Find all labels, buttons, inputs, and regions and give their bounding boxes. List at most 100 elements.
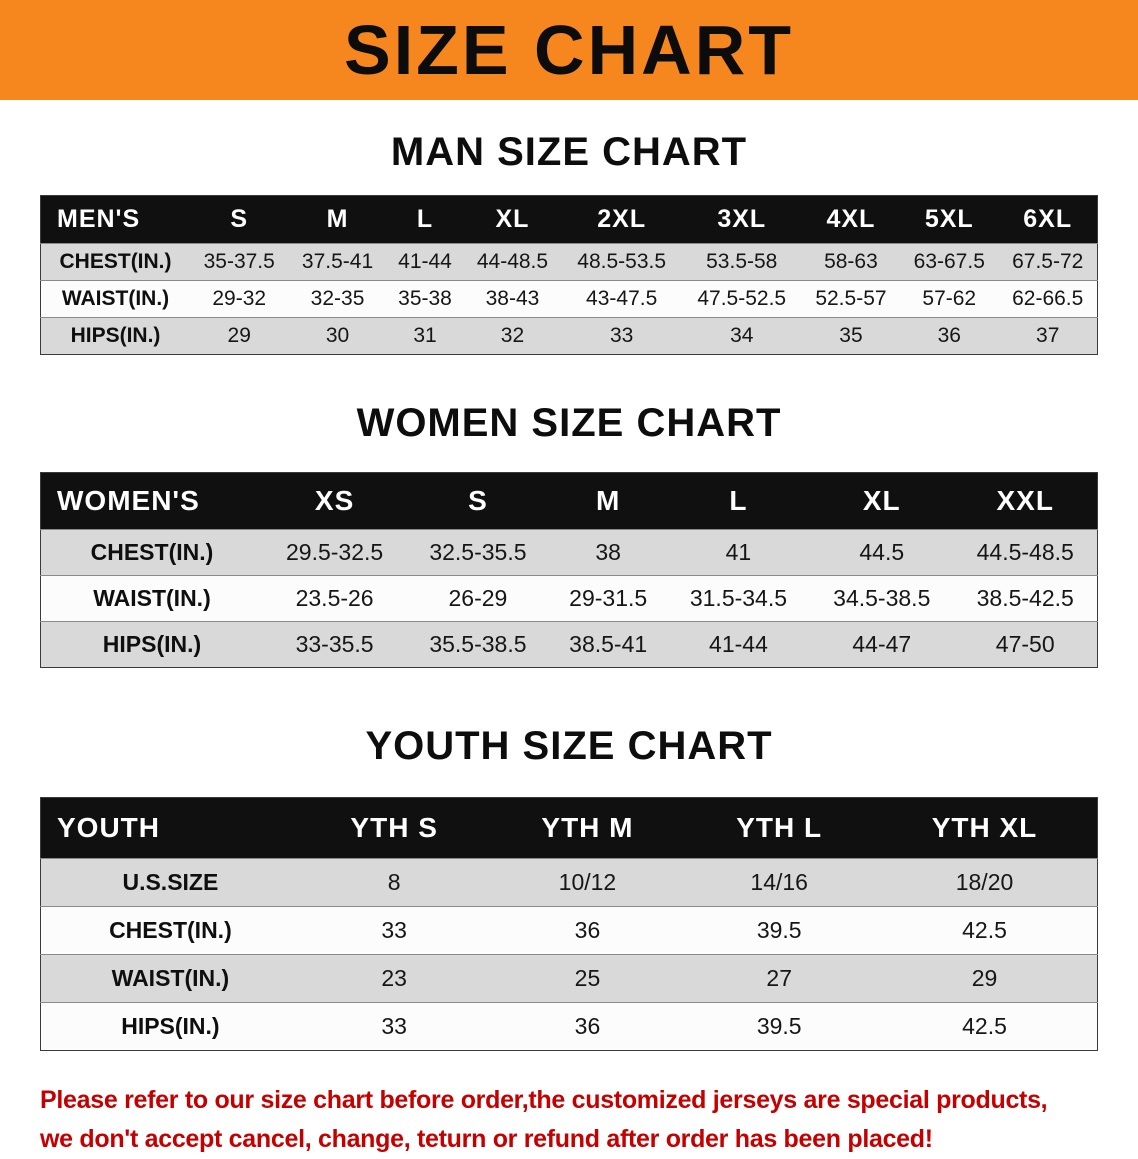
size-value-cell: 29.5-32.5 — [286, 539, 384, 565]
size-value-cell: 62-66.5 — [1012, 287, 1084, 310]
size-value-cell: 35 — [839, 324, 863, 347]
measurement-row: U.S.SIZE 8 10/12 14/16 18/20 — [40, 858, 1098, 907]
measurement-row-label: HIPS(IN.) — [102, 631, 202, 657]
table-group-label: MEN'S — [57, 205, 141, 233]
size-value-cell: 57-62 — [922, 287, 977, 310]
size-column-header: XXL — [996, 485, 1054, 516]
size-value-cell: 26-29 — [448, 585, 508, 611]
youth-section-heading: YOUTH SIZE CHART — [365, 724, 773, 768]
measurement-row-label: WAIST(IN.) — [61, 287, 170, 310]
disclaimer-line-2: we don't accept cancel, change, teturn o… — [40, 1124, 933, 1153]
size-value-cell: 29-31.5 — [569, 585, 648, 611]
disclaimer-text: Please refer to our size chart before or… — [40, 1081, 1138, 1159]
size-value-cell: 36 — [937, 324, 961, 347]
size-value-cell: 67.5-72 — [1012, 250, 1084, 273]
size-column-header: YTH S — [350, 812, 438, 843]
measurement-row-label: CHEST(IN.) — [59, 250, 172, 273]
size-value-cell: 47-50 — [995, 631, 1055, 657]
size-column-header: S — [230, 205, 249, 233]
size-value-cell: 38.5-41 — [569, 631, 648, 657]
size-value-cell: 37 — [1036, 324, 1060, 347]
measurement-row-label: CHEST(IN.) — [90, 539, 214, 565]
size-value-cell: 31.5-34.5 — [689, 585, 788, 611]
measurement-row-label: HIPS(IN.) — [70, 324, 161, 347]
size-column-header: XL — [495, 205, 530, 233]
measurement-row: HIPS(IN.) 33-35.5 35.5-38.5 38.5-41 41-44 44-… — [40, 621, 1098, 668]
size-value-cell: 37.5-41 — [301, 250, 374, 273]
size-column-header: 3XL — [717, 205, 767, 233]
measurement-row-label: U.S.SIZE — [122, 869, 219, 895]
size-value-cell: 42.5 — [962, 917, 1007, 943]
women-size-section: WOMEN SIZE CHART WOMEN'S XS S M L XL XXL CHEST(… — [0, 401, 1138, 668]
size-value-cell: 32-35 — [310, 287, 365, 310]
size-value-cell: 39.5 — [756, 1013, 802, 1039]
size-column-header: 4XL — [826, 205, 876, 233]
size-value-cell: 63-67.5 — [913, 250, 985, 273]
size-value-cell: 38.5-42.5 — [976, 585, 1074, 611]
measurement-row: CHEST(IN.) 35-37.5 37.5-41 41-44 44-48.5 48.5… — [40, 243, 1098, 281]
size-column-header: M — [326, 205, 349, 233]
size-table-header-row: YOUTH YTH S YTH M YTH L YTH XL — [40, 797, 1098, 859]
size-value-cell: 44.5 — [859, 539, 905, 565]
size-value-cell: 32.5-35.5 — [429, 539, 527, 565]
size-value-cell: 18/20 — [955, 869, 1014, 895]
women-section-heading: WOMEN SIZE CHART — [356, 401, 782, 445]
measurement-row: WAIST(IN.) 29-32 32-35 35-38 38-43 43-47.5 47.… — [40, 280, 1098, 318]
size-value-cell: 33 — [381, 1013, 407, 1039]
size-value-cell: 35-37.5 — [203, 250, 275, 273]
size-value-cell: 27 — [766, 965, 792, 991]
table-group-label: YOUTH — [57, 812, 160, 843]
size-column-header: XS — [314, 485, 355, 516]
size-value-cell: 34 — [730, 324, 754, 347]
size-value-cell: 36 — [574, 917, 601, 943]
size-value-cell: 44-47 — [852, 631, 912, 657]
size-value-cell: 41-44 — [398, 250, 452, 273]
size-column-header: YTH M — [541, 812, 634, 843]
men-size-table: MEN'S S M L XL 2XL 3XL 4XL 5XL 6XL CHEST(IN.) 35-37… — [40, 195, 1098, 355]
size-table-header-row: WOMEN'S XS S M L XL XXL — [40, 472, 1098, 530]
size-column-header: XL — [862, 485, 901, 516]
size-column-header: S — [468, 485, 488, 516]
size-column-header: 6XL — [1023, 205, 1073, 233]
size-column-header: L — [729, 485, 748, 516]
measurement-row-label: CHEST(IN.) — [109, 917, 232, 943]
size-value-cell: 47.5-52.5 — [697, 287, 787, 310]
size-value-cell: 30 — [325, 324, 350, 347]
size-value-cell: 32 — [500, 324, 525, 347]
disclaimer-line-1: Please refer to our size chart before or… — [40, 1086, 1048, 1114]
measurement-row: HIPS(IN.) 29 30 31 32 33 34 35 36 37 — [40, 317, 1098, 355]
size-value-cell: 44-48.5 — [476, 250, 549, 273]
size-column-header: 2XL — [597, 205, 647, 233]
size-value-cell: 10/12 — [558, 869, 617, 895]
measurement-row: WAIST(IN.) 23.5-26 26-29 29-31.5 31.5-34.5 34… — [40, 575, 1098, 622]
size-value-cell: 14/16 — [750, 869, 808, 895]
size-column-header: M — [596, 485, 621, 516]
size-value-cell: 23 — [381, 965, 407, 991]
size-value-cell: 41-44 — [709, 631, 768, 657]
size-chart-banner: SIZE CHART — [0, 0, 1138, 100]
size-column-header: 5XL — [924, 205, 974, 233]
measurement-row: CHEST(IN.) 33 36 39.5 42.5 — [40, 906, 1098, 955]
size-value-cell: 42.5 — [962, 1013, 1007, 1039]
size-value-cell: 8 — [387, 869, 401, 895]
size-value-cell: 33 — [381, 917, 407, 943]
size-value-cell: 39.5 — [756, 917, 802, 943]
size-value-cell: 36 — [574, 1013, 601, 1039]
size-value-cell: 34.5-38.5 — [833, 585, 931, 611]
size-value-cell: 38 — [595, 539, 621, 565]
size-value-cell: 23.5-26 — [295, 585, 374, 611]
size-column-header: YTH XL — [931, 812, 1038, 843]
size-value-cell: 38-43 — [485, 287, 540, 310]
men-size-section: MAN SIZE CHART MEN'S S M L XL 2XL 3XL 4XL 5XL 6XL… — [0, 130, 1138, 355]
measurement-row-label: WAIST(IN.) — [93, 585, 211, 611]
size-value-cell: 29 — [227, 324, 251, 347]
size-value-cell: 41 — [725, 539, 752, 565]
measurement-row-label: WAIST(IN.) — [111, 965, 230, 991]
size-column-header: YTH L — [736, 812, 823, 843]
size-value-cell: 58-63 — [824, 250, 878, 273]
size-value-cell: 35.5-38.5 — [429, 631, 527, 657]
size-value-cell: 29-32 — [212, 287, 267, 310]
size-value-cell: 48.5-53.5 — [577, 250, 667, 273]
size-column-header: L — [416, 205, 434, 233]
